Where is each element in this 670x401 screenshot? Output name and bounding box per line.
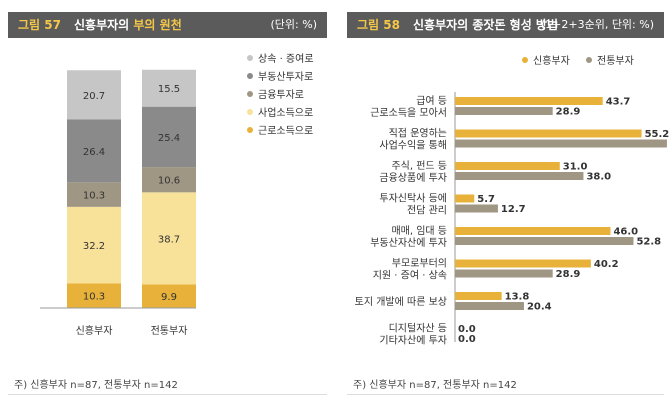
bar xyxy=(455,139,667,148)
value-label: 38.0 xyxy=(586,172,611,183)
figure-57-unit: (단위: %) xyxy=(270,18,317,31)
category-label: 직접 운영하는 xyxy=(389,127,447,140)
legend-marker xyxy=(247,127,253,133)
category-label: 디지털자산 등 xyxy=(389,323,447,335)
segment-value-label: 10.3 xyxy=(83,292,105,303)
figure-57-divider xyxy=(8,394,327,395)
category-label: 주식, 펀드 등 xyxy=(391,160,447,172)
segment-value-label: 32.2 xyxy=(83,241,105,252)
figure-57-panel: 그림 57 신흥부자의 부의 원천 (단위: %) 10.3 32.2 10.3 26… xyxy=(0,0,333,401)
bar xyxy=(455,292,502,300)
segment-value-label: 38.7 xyxy=(158,234,180,245)
category-label: 금융상품에 투자 xyxy=(379,172,447,184)
category-label: 부모로부터의 xyxy=(392,258,447,270)
value-label: 31.0 xyxy=(563,162,588,173)
bar xyxy=(455,97,603,105)
category-label: 투자신탁사 등에 xyxy=(379,193,447,205)
bar xyxy=(455,204,498,213)
legend-label: 사업소득으로 xyxy=(258,106,313,119)
segment-value-label: 26.4 xyxy=(83,147,105,158)
bar-segment xyxy=(142,192,196,285)
value-label: 55.2 xyxy=(645,129,670,140)
category-label: 매매, 임대 등 xyxy=(391,224,447,237)
bar-segment xyxy=(67,206,121,284)
bar-segment xyxy=(142,69,196,107)
legend-label: 금융투자로 xyxy=(258,89,304,101)
bar xyxy=(455,259,591,268)
bar-segment xyxy=(142,284,196,308)
category-label: 토지 개발에 따른 보상 xyxy=(355,296,447,308)
segment-value-label: 15.5 xyxy=(158,84,180,95)
bar xyxy=(455,194,475,203)
category-label: 기타자산에 투자 xyxy=(379,335,447,347)
category-label: 전통부자 xyxy=(151,325,188,337)
bar-segment xyxy=(67,283,121,308)
legend-marker xyxy=(247,73,253,79)
segment-value-label: 25.4 xyxy=(158,133,180,144)
figure-58-title: 신흥부자의 종잣돈 형성 방법 xyxy=(413,18,559,32)
figure-58-panel: 그림 58 신흥부자의 종잣돈 형성 방법 (1+2+3순위, 단위: %) 급… xyxy=(339,0,670,401)
value-label: 43.7 xyxy=(606,97,631,108)
legend-label: 신흥부자 xyxy=(533,54,570,67)
bar-segment xyxy=(67,182,121,207)
value-label: 46.0 xyxy=(613,227,638,238)
legend-label: 부동산투자로 xyxy=(258,71,313,83)
bar-segment xyxy=(142,106,196,168)
figure-58-number: 그림 58 xyxy=(357,18,400,32)
bar xyxy=(455,237,634,245)
legend-label: 근로소득으로 xyxy=(258,125,313,137)
category-label: 전담 관리 xyxy=(407,205,447,217)
bar-segment xyxy=(142,167,196,193)
figure-57-note: 주) 신흥부자 n=87, 전통부자 n=142 xyxy=(14,380,178,391)
bar xyxy=(455,107,553,115)
legend-marker xyxy=(247,109,253,115)
figure-58-note: 주) 신흥부자 n=87, 전통부자 n=142 xyxy=(353,380,517,391)
stacked-bar-chart: 10.3 32.2 10.3 26.4 20.7 신흥부자 9.9 38.7 10.6 25.4 1… xyxy=(40,53,314,337)
figure-57-header: 그림 57 신흥부자의 부의 원천 (단위: %) xyxy=(8,12,327,38)
bar xyxy=(455,227,611,235)
category-label: 부동산자산에 투자 xyxy=(370,237,447,249)
bar xyxy=(455,269,553,278)
segment-value-label: 10.6 xyxy=(158,176,180,187)
figure-57-number: 그림 57 xyxy=(18,18,61,32)
value-label: 28.9 xyxy=(556,107,581,118)
value-label: 13.8 xyxy=(505,292,530,303)
value-label: 20.4 xyxy=(527,302,552,313)
bar xyxy=(455,172,584,180)
bar-segment xyxy=(67,70,121,120)
figure-58-divider xyxy=(347,394,664,395)
category-label: 신흥부자 xyxy=(76,324,113,337)
segment-value-label: 20.7 xyxy=(83,91,105,102)
value-label: 0.0 xyxy=(458,334,476,345)
segment-value-label: 9.9 xyxy=(161,292,177,303)
figure-57-title-prefix: 신흥부자의 xyxy=(74,18,130,32)
figure-58-unit: (1+2+3순위, 단위: %) xyxy=(540,18,654,31)
value-label: 5.7 xyxy=(477,194,495,205)
bar xyxy=(455,302,524,310)
figure-57-title: 신흥부자의 부의 원천 xyxy=(74,12,182,38)
value-label: 52.8 xyxy=(636,237,661,248)
value-label: 12.7 xyxy=(501,204,526,215)
category-label: 급여 등 xyxy=(416,95,447,107)
value-label: 28.9 xyxy=(556,269,581,280)
legend-label: 전통부자 xyxy=(597,55,634,67)
category-label: 근로소득을 모아서 xyxy=(370,107,447,119)
legend-marker xyxy=(586,57,592,63)
category-label: 사업수익을 통해 xyxy=(379,139,447,152)
figure-57-title-highlight: 부의 원천 xyxy=(133,18,182,32)
legend-marker xyxy=(247,91,253,97)
category-label: 지원 · 증여 · 상속 xyxy=(373,270,447,282)
value-label: 40.2 xyxy=(594,259,619,270)
legend-marker xyxy=(247,55,253,61)
legend-marker xyxy=(522,57,528,63)
bar xyxy=(455,162,560,170)
segment-value-label: 10.3 xyxy=(83,191,105,202)
value-label: 0.0 xyxy=(458,324,476,335)
bar xyxy=(455,129,642,138)
legend-label: 상속 · 증여로 xyxy=(258,53,314,65)
figure-58-header: 그림 58 신흥부자의 종잣돈 형성 방법 (1+2+3순위, 단위: %) xyxy=(347,12,664,38)
bar-segment xyxy=(67,119,121,183)
